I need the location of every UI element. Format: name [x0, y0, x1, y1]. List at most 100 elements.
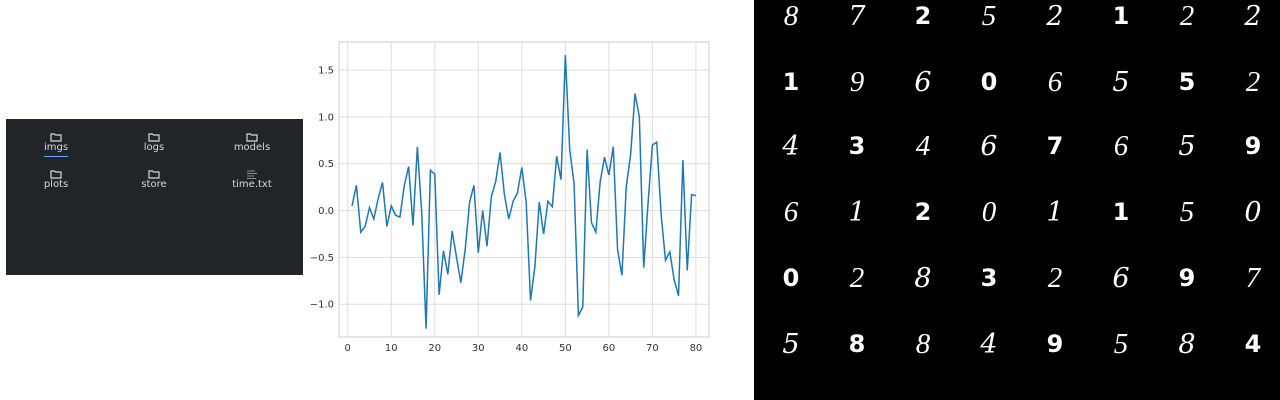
digit-cell: 1 [823, 184, 891, 240]
digit-cell: 5 [1153, 54, 1221, 110]
digit-label: 0 [782, 264, 800, 292]
digit-cell: 9 [1021, 316, 1089, 372]
digit-label: 2 [1046, 0, 1064, 32]
digit-label: 6 [783, 195, 799, 228]
digit-cell: 2 [1153, 0, 1221, 44]
digit-cell: 9 [823, 54, 891, 110]
digit-cell: 4 [955, 316, 1023, 372]
digit-label: 7 [1046, 132, 1064, 160]
digit-cell: 6 [955, 118, 1023, 174]
digit-label: 2 [1244, 0, 1262, 32]
digit-label: 0 [1244, 196, 1262, 228]
x-tick-label: 80 [690, 343, 703, 354]
digit-label: 1 [782, 68, 800, 96]
digit-cell: 1 [1087, 184, 1155, 240]
digit-label: 5 [782, 328, 800, 360]
y-tick-label: 0.5 [318, 159, 334, 170]
x-tick-label: 0 [345, 343, 351, 354]
digit-cell: 2 [889, 184, 957, 240]
digit-cell: 7 [823, 0, 891, 44]
digit-cell: 8 [823, 316, 891, 372]
digit-label: 9 [1244, 132, 1262, 160]
x-tick-label: 60 [603, 343, 616, 354]
digit-cell: 8 [889, 316, 957, 372]
text-file-icon [246, 164, 258, 179]
folder-logs[interactable]: logs [106, 122, 202, 156]
digit-cell: 6 [757, 184, 825, 240]
digit-cell: 6 [889, 54, 957, 110]
digit-cell: 4 [757, 118, 825, 174]
digit-label: 9 [1178, 264, 1196, 292]
digit-cell: 2 [1219, 0, 1280, 44]
digit-label: 6 [1113, 129, 1129, 162]
digit-cell: 1 [757, 54, 825, 110]
digit-label: 4 [915, 129, 931, 162]
y-tick-label: 0.0 [318, 206, 334, 217]
digit-cell: 2 [1021, 250, 1089, 306]
tick-labels: 0 10 20 30 40 50 60 70 80 −1.0 −0.5 0.0 0.5 1.0 1.5 [310, 66, 703, 354]
folder-models[interactable]: models [204, 122, 300, 156]
digit-label: 6 [1112, 262, 1130, 294]
digit-label: 5 [1112, 66, 1130, 98]
digit-label: 9 [1046, 330, 1064, 358]
digit-grid: 8 7 2 5 2 1 2 2 1 9 6 0 6 5 5 2 4 3 4 6 7 6 5 9 6 1 2 0 1 1 5 0 0 2 8 3 2 6 9 7… [754, 0, 1280, 400]
digit-label: 9 [849, 65, 865, 98]
series-line [351, 55, 697, 329]
file-name-label: time.txt [232, 179, 272, 190]
digit-cell: 0 [955, 54, 1023, 110]
digit-label: 2 [1179, 0, 1195, 32]
x-tick-label: 20 [428, 343, 441, 354]
digit-label: 2 [914, 198, 932, 226]
digit-cell: 0 [757, 250, 825, 306]
digit-label: 8 [914, 262, 932, 294]
x-tick-label: 10 [385, 343, 398, 354]
digit-label: 3 [848, 132, 866, 160]
file-name-label: plots [43, 179, 69, 190]
digit-cell: 4 [889, 118, 957, 174]
file-time-txt[interactable]: time.txt [204, 159, 300, 193]
digit-cell: 3 [823, 118, 891, 174]
line-chart: 0 10 20 30 40 50 60 70 80 −1.0 −0.5 0.0 0.5 1.0 1.5 [310, 41, 710, 354]
digit-cell: 2 [1219, 54, 1280, 110]
digit-cell: 0 [1219, 184, 1280, 240]
folder-icon [50, 164, 62, 179]
file-browser: imgs logs models plots store time.txt [6, 119, 303, 275]
folder-store[interactable]: store [106, 159, 202, 193]
digit-cell: 3 [955, 250, 1023, 306]
digit-label: 8 [915, 327, 931, 360]
digit-cell: 6 [1087, 250, 1155, 306]
digit-label: 5 [1179, 195, 1195, 228]
digit-label: 1 [1112, 198, 1130, 226]
file-name-label: store [141, 179, 167, 190]
digit-cell: 5 [757, 316, 825, 372]
digit-label: 8 [783, 0, 799, 32]
digit-label: 6 [980, 130, 998, 162]
digit-cell: 9 [1219, 118, 1280, 174]
digit-cell: 8 [1153, 316, 1221, 372]
folder-plots[interactable]: plots [8, 159, 104, 193]
digit-label: 6 [914, 66, 932, 98]
digit-cell: 6 [1087, 118, 1155, 174]
digit-cell: 4 [1219, 316, 1280, 372]
folder-icon [148, 127, 160, 142]
x-tick-label: 30 [472, 343, 485, 354]
x-tick-label: 40 [515, 343, 528, 354]
digit-label: 4 [1244, 330, 1262, 358]
digit-cell: 5 [1087, 316, 1155, 372]
y-tick-label: 1.5 [318, 66, 334, 77]
digit-label: 5 [981, 0, 997, 32]
digit-label: 3 [980, 264, 998, 292]
digit-cell: 5 [1087, 54, 1155, 110]
digit-cell: 6 [1021, 54, 1089, 110]
digit-label: 7 [848, 0, 866, 32]
digit-cell: 0 [955, 184, 1023, 240]
folder-imgs[interactable]: imgs [8, 122, 104, 157]
digit-cell: 7 [1021, 118, 1089, 174]
digit-cell: 2 [889, 0, 957, 44]
digit-label: 6 [1047, 65, 1063, 98]
digit-label: 4 [980, 328, 998, 360]
folder-icon [246, 127, 258, 142]
digit-label: 1 [1046, 196, 1064, 228]
digit-label: 4 [782, 130, 800, 162]
digit-cell: 2 [823, 250, 891, 306]
